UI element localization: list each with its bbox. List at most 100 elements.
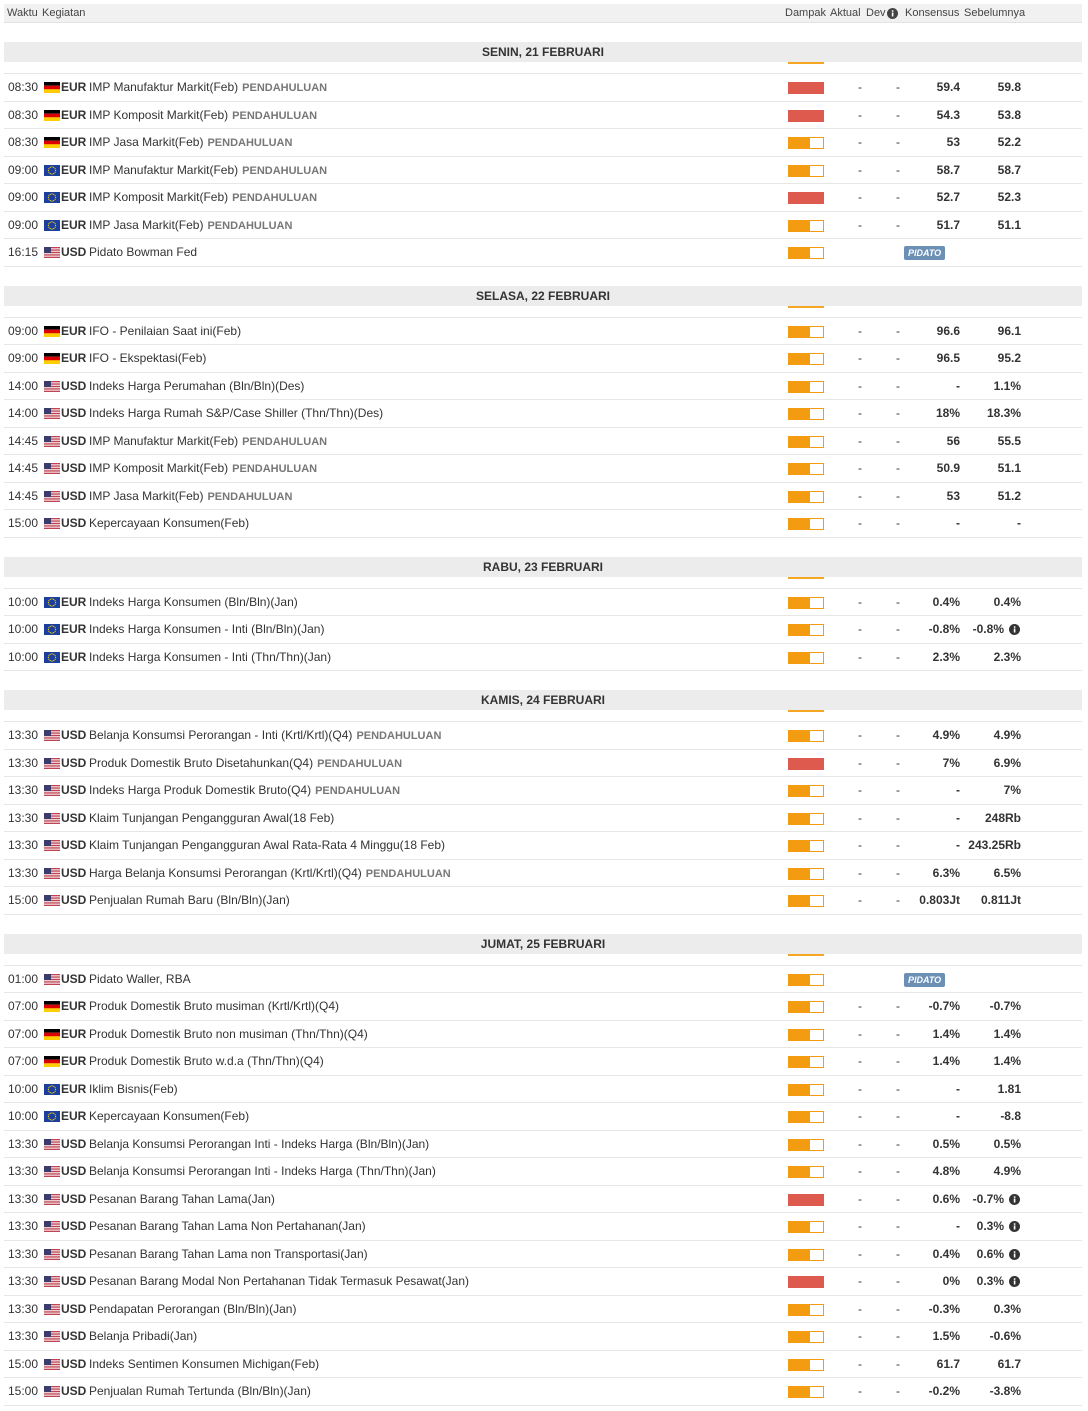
event-row[interactable]: 09:00 EUR IMP Jasa Markit(Feb) PENDAHULUAN -… xyxy=(4,212,1082,239)
event-name-cell: Kepercayaan Konsumen(Feb) xyxy=(89,1103,249,1130)
info-icon[interactable] xyxy=(887,8,898,19)
consensus: 56 xyxy=(946,433,960,448)
currency: USD xyxy=(61,488,87,503)
previous: 1.4% xyxy=(993,1054,1021,1068)
event-row[interactable]: 07:00 EUR Produk Domestik Bruto musiman (K… xyxy=(4,993,1082,1021)
event-row[interactable]: 13:30 USD Belanja Konsumsi Perorangan - In… xyxy=(4,722,1082,750)
event-name-cell: Indeks Harga Konsumen - Inti (Bln/Bln)(J… xyxy=(89,616,324,643)
time: 10:00 xyxy=(8,622,39,636)
event-row[interactable]: 13:30 USD Belanja Konsumsi Perorangan Inti… xyxy=(4,1131,1082,1158)
actual: - xyxy=(858,1026,862,1041)
event-row[interactable]: 13:30 USD Indeks Harga Produk Domestik Bru… xyxy=(4,777,1082,805)
event-row[interactable]: 13:30 USD Pesanan Barang Tahan Lama Non Pe… xyxy=(4,1213,1082,1241)
event-row[interactable]: 15:00 USD Penjualan Rumah Baru (Bln/Bln)(J… xyxy=(4,887,1082,915)
event-row[interactable]: 08:30 EUR IMP Manufaktur Markit(Feb) PENDAH… xyxy=(4,74,1082,102)
event-row[interactable]: 14:45 USD IMP Jasa Markit(Feb) PENDAHULUAN -… xyxy=(4,483,1082,510)
time: 13:30 xyxy=(8,728,39,742)
flag xyxy=(44,325,60,337)
previous: -8.8 xyxy=(1000,1109,1021,1123)
event-row[interactable]: 14:45 USD IMP Manufaktur Markit(Feb) PENDAH… xyxy=(4,428,1082,456)
revised-icon[interactable] xyxy=(1009,1276,1020,1287)
impact-bar xyxy=(788,596,824,609)
time: 13:30 xyxy=(8,1219,39,1233)
event-row[interactable]: 09:00 EUR IMP Manufaktur Markit(Feb) PENDAH… xyxy=(4,157,1082,185)
actual: - xyxy=(858,80,862,94)
event-row[interactable]: 10:00 EUR Iklim Bisnis(Feb) - - - 1.81 xyxy=(4,1076,1082,1103)
event-name-cell: Belanja Pribadi(Jan) xyxy=(89,1323,197,1350)
time: 09:00 xyxy=(8,351,39,365)
event-name-cell: Produk Domestik Bruto non musiman (Thn/T… xyxy=(89,1021,368,1048)
event-row[interactable]: 13:30 USD Pesanan Barang Tahan Lama(Jan) - -… xyxy=(4,1186,1082,1213)
event-name: Indeks Harga Konsumen - Inti (Bln/Bln)(J… xyxy=(89,622,325,636)
event-row[interactable]: 13:30 USD Belanja Pribadi(Jan) - - 1.5% -0.6% xyxy=(4,1323,1082,1351)
impact-bar xyxy=(788,325,824,338)
event-row[interactable]: 13:30 USD Klaim Tunjangan Pengangguran Awa… xyxy=(4,805,1082,832)
flag xyxy=(44,137,60,148)
impact-bar xyxy=(788,895,824,907)
time: 13:30 xyxy=(8,1191,39,1206)
time: 09:00 xyxy=(8,190,39,204)
impact-bar xyxy=(788,1248,824,1261)
event-row[interactable]: 10:00 EUR Indeks Harga Konsumen (Bln/Bln)(… xyxy=(4,589,1082,616)
time: 13:30 xyxy=(8,1329,39,1343)
event-row[interactable]: 15:00 USD Kepercayaan Konsumen(Feb) - - - - xyxy=(4,510,1082,538)
revised-icon[interactable] xyxy=(1009,1193,1020,1205)
event-row[interactable]: 13:30 USD Pendapatan Perorangan (Bln/Bln)(… xyxy=(4,1296,1082,1323)
flag xyxy=(44,812,60,824)
event-row[interactable]: 10:00 EUR Kepercayaan Konsumen(Feb) - - - -8.8 xyxy=(4,1103,1082,1131)
event-row[interactable]: 10:00 EUR Indeks Harga Konsumen - Inti (Bl… xyxy=(4,616,1082,644)
time: 16:15 xyxy=(8,245,39,259)
event-row[interactable]: 10:00 EUR Indeks Harga Konsumen - Inti (Th… xyxy=(4,644,1082,671)
event-row[interactable]: 14:45 USD IMP Komposit Markit(Feb) PENDAHUL… xyxy=(4,455,1082,483)
deviation: - xyxy=(896,1219,900,1233)
header-impact: Dampak xyxy=(785,7,826,19)
consensus: 96.6 xyxy=(936,323,960,338)
currency: EUR xyxy=(61,217,87,232)
impact-fill xyxy=(789,1112,811,1122)
actual: - xyxy=(858,433,862,448)
revised-icon[interactable] xyxy=(1009,1248,1020,1260)
revised-icon[interactable] xyxy=(1009,1221,1020,1232)
event-row[interactable]: 14:00 USD Indeks Harga Perumahan (Bln/Bln)… xyxy=(4,373,1082,400)
event-row[interactable]: 01:00 USD Pidato Waller, RBA PIDATO xyxy=(4,966,1082,993)
previous: 58.7 xyxy=(997,162,1021,177)
consensus: 53 xyxy=(946,488,960,503)
event-row[interactable]: 09:00 EUR IFO - Penilaian Saat ini(Feb) - - 9… xyxy=(4,318,1082,345)
event-row[interactable]: 15:00 USD Penjualan Rumah Tertunda (Bln/Bl… xyxy=(4,1378,1082,1406)
event-name-cell: IMP Manufaktur Markit(Feb) PENDAHULUAN xyxy=(89,428,327,456)
time: 07:00 xyxy=(8,1026,39,1041)
event-row[interactable]: 07:00 EUR Produk Domestik Bruto non musima… xyxy=(4,1021,1082,1048)
event-name: Belanja Konsumsi Perorangan Inti - Indek… xyxy=(89,1164,436,1178)
event-row[interactable]: 16:15 USD Pidato Bowman Fed PIDATO xyxy=(4,239,1082,267)
time: 15:00 xyxy=(8,1384,39,1398)
event-row[interactable]: 13:30 USD Produk Domestik Bruto Disetahunk… xyxy=(4,750,1082,777)
flag xyxy=(44,1248,60,1260)
actual: - xyxy=(858,1054,862,1068)
event-row[interactable]: 08:30 EUR IMP Komposit Markit(Feb) PENDAHUL… xyxy=(4,102,1082,129)
event-row[interactable]: 13:30 USD Belanja Konsumsi Perorangan Inti… xyxy=(4,1158,1082,1186)
revised-icon[interactable] xyxy=(1009,624,1020,635)
event-row[interactable]: 13:30 USD Pesanan Barang Modal Non Pertaha… xyxy=(4,1268,1082,1296)
event-name-cell: Pesanan Barang Tahan Lama(Jan) xyxy=(89,1186,275,1213)
currency: USD xyxy=(61,378,87,393)
currency: USD xyxy=(61,461,87,475)
event-row[interactable]: 09:00 EUR IMP Komposit Markit(Feb) PENDAHUL… xyxy=(4,184,1082,212)
flag xyxy=(44,380,60,392)
event-row[interactable]: 14:00 USD Indeks Harga Rumah S&P/Case Shil… xyxy=(4,400,1082,428)
flag xyxy=(44,785,60,796)
event-row[interactable]: 07:00 EUR Produk Domestik Bruto w.d.a (Thn… xyxy=(4,1048,1082,1076)
event-row[interactable]: 09:00 EUR IFO - Ekspektasi(Feb) - - 96.5 95.2 xyxy=(4,345,1082,373)
event-name: Indeks Harga Perumahan (Bln/Bln)(Des) xyxy=(89,378,305,393)
event-row[interactable]: 15:00 USD Indeks Sentimen Konsumen Michiga… xyxy=(4,1351,1082,1378)
event-name-cell: IMP Manufaktur Markit(Feb) PENDAHULUAN xyxy=(89,157,327,185)
event-row[interactable]: 13:30 USD Klaim Tunjangan Pengangguran Awa… xyxy=(4,832,1082,860)
actual: - xyxy=(858,1081,862,1096)
flag xyxy=(44,1138,60,1150)
event-name: IMP Manufaktur Markit(Feb) xyxy=(89,433,239,448)
impact-fill xyxy=(789,326,811,337)
event-row[interactable]: 13:30 USD Pesanan Barang Tahan Lama non Tr… xyxy=(4,1241,1082,1268)
event-row[interactable]: 08:30 EUR IMP Jasa Markit(Feb) PENDAHULUAN -… xyxy=(4,129,1082,157)
currency: USD xyxy=(61,1136,87,1151)
event-name-cell: IFO - Penilaian Saat ini(Feb) xyxy=(89,318,241,345)
event-row[interactable]: 13:30 USD Harga Belanja Konsumsi Peroranga… xyxy=(4,860,1082,887)
